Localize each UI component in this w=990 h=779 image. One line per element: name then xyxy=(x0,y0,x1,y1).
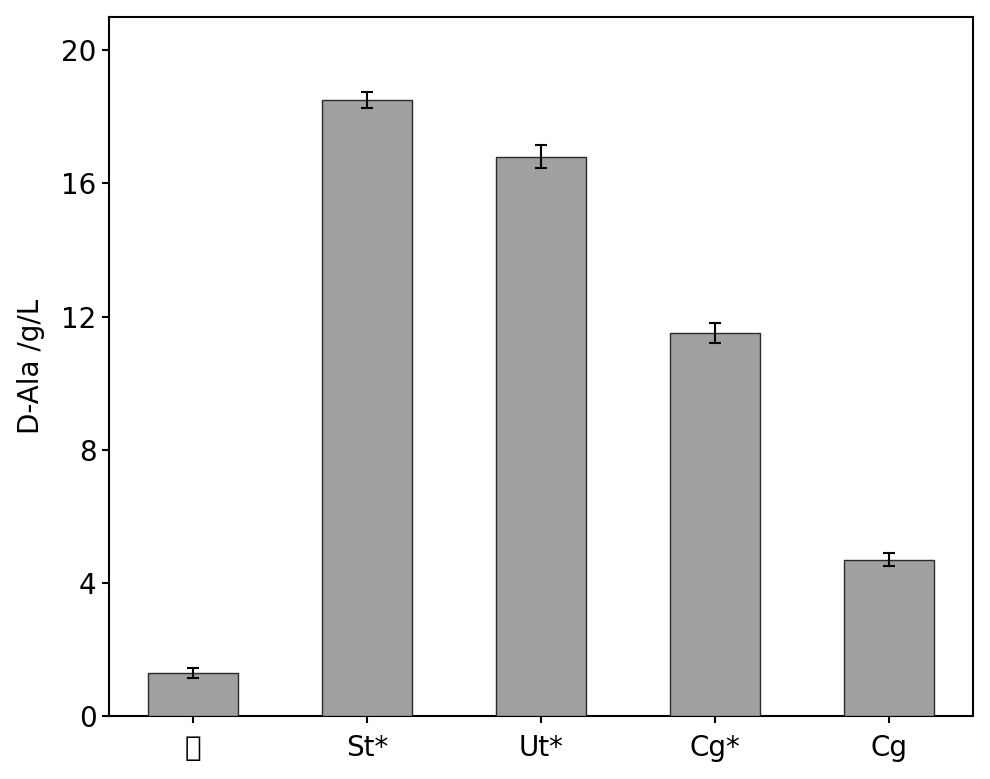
Bar xyxy=(843,559,934,716)
Bar xyxy=(322,100,412,716)
Bar xyxy=(496,157,586,716)
Y-axis label: D-Ala /g/L: D-Ala /g/L xyxy=(17,299,45,434)
Bar xyxy=(669,333,760,716)
Bar xyxy=(148,673,239,716)
